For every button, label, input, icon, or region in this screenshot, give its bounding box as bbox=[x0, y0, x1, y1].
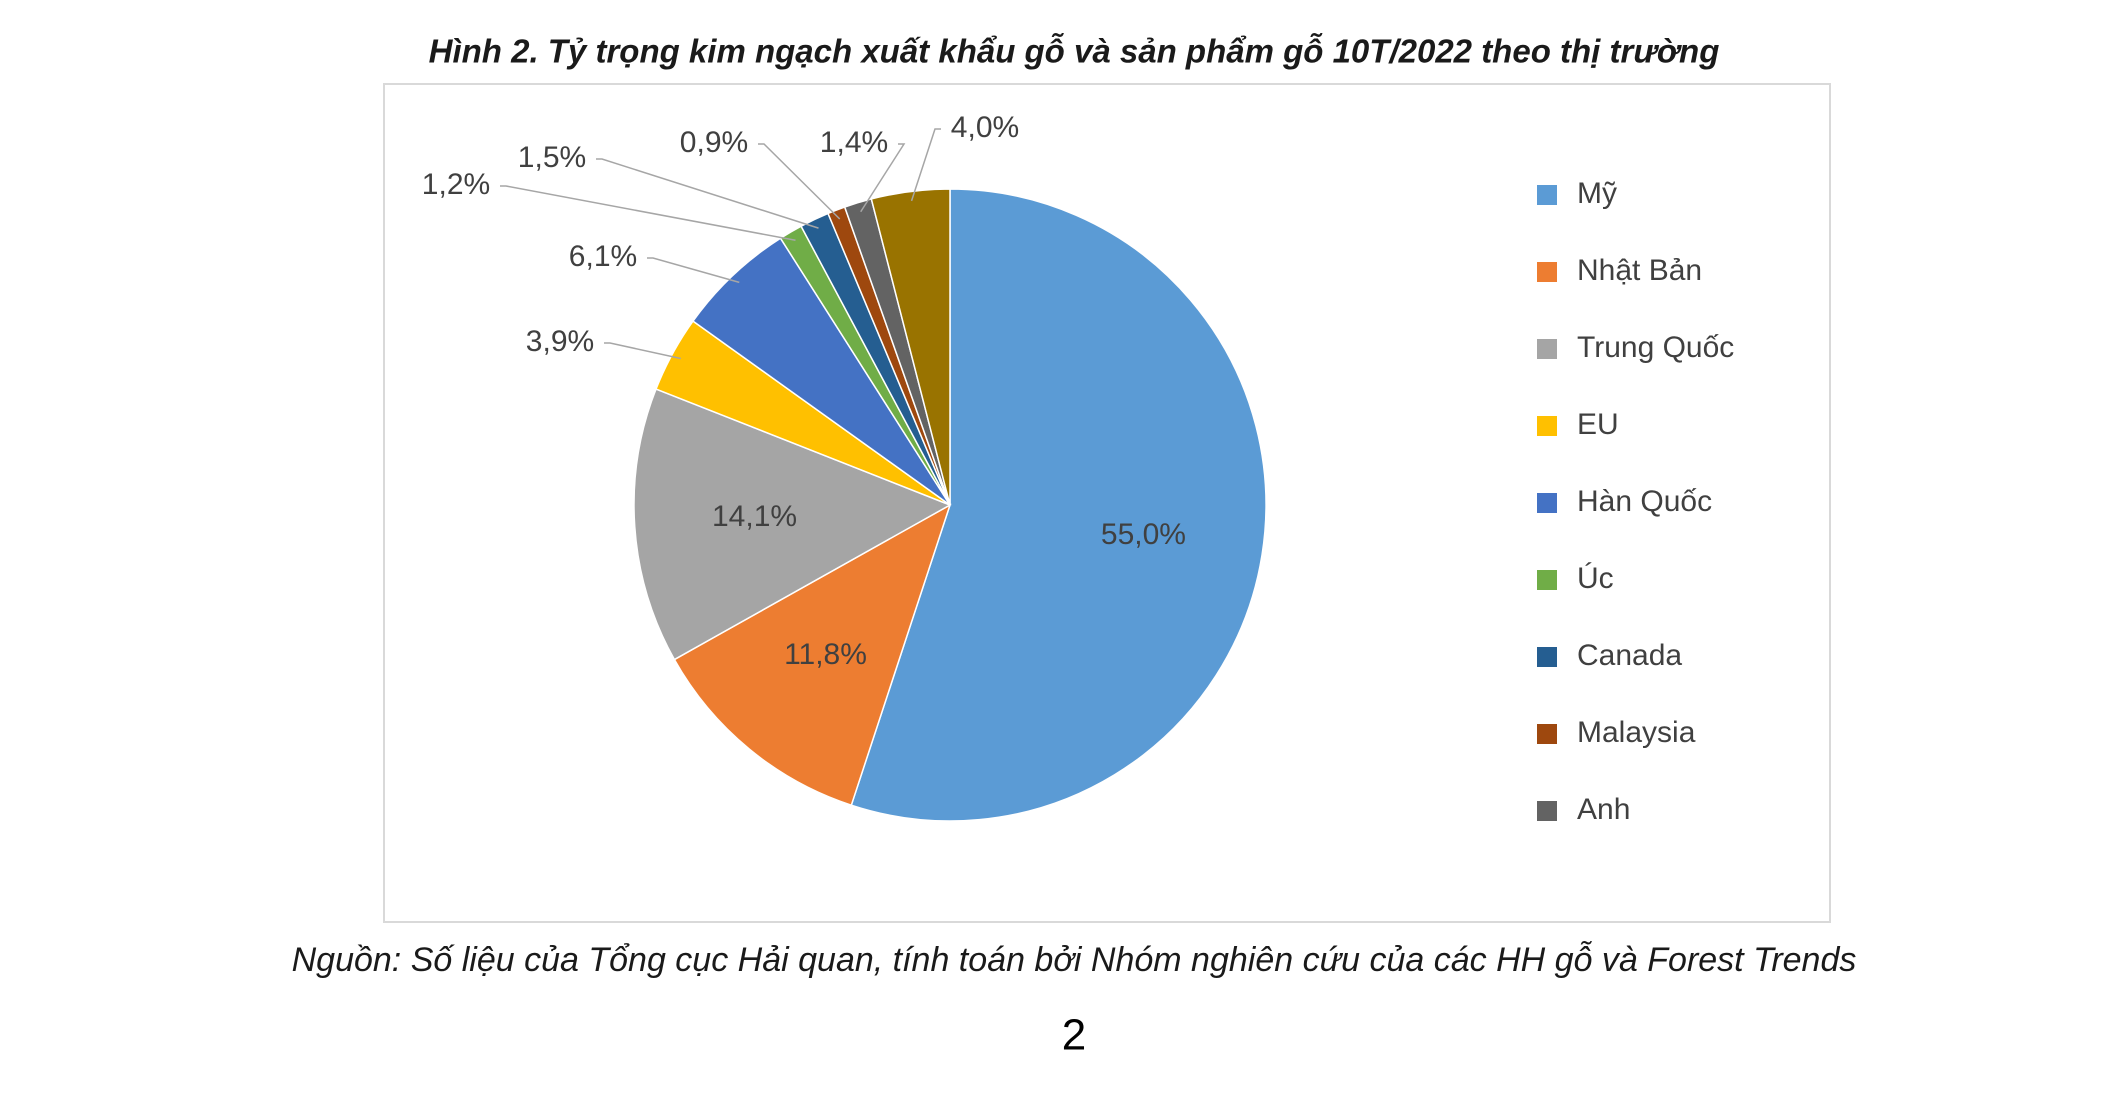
data-label: 55,0% bbox=[1101, 518, 1186, 551]
pie-slice bbox=[850, 188, 1267, 822]
data-label: 1,5% bbox=[518, 141, 586, 174]
legend-label: Mỹ bbox=[1577, 177, 1617, 210]
pie-slice bbox=[633, 388, 952, 661]
legend-label: Úc bbox=[1577, 562, 1614, 595]
legend-swatch bbox=[1537, 416, 1557, 436]
leader-line bbox=[500, 185, 796, 242]
data-label: 0,9% bbox=[680, 126, 748, 159]
legend-label: Hàn Quốc bbox=[1577, 485, 1712, 518]
legend-swatch bbox=[1537, 262, 1557, 282]
legend-swatch bbox=[1537, 493, 1557, 513]
chart-title: Hình 2. Tỷ trọng kim ngạch xuất khẩu gỗ … bbox=[429, 33, 1720, 70]
legend-label: Nhật Bản bbox=[1577, 254, 1702, 287]
leader-line bbox=[860, 143, 906, 213]
data-label: 1,4% bbox=[820, 126, 888, 159]
legend-swatch bbox=[1537, 339, 1557, 359]
legend-label: Anh bbox=[1577, 793, 1630, 826]
pie-slice bbox=[870, 188, 951, 506]
legend-swatch bbox=[1537, 724, 1557, 744]
pie-slice bbox=[673, 503, 952, 807]
leader-line bbox=[910, 128, 941, 202]
data-label: 14,1% bbox=[712, 500, 797, 533]
leader-line bbox=[647, 257, 740, 284]
legend-swatch bbox=[1537, 185, 1557, 205]
data-label: 11,8% bbox=[784, 638, 867, 671]
leader-line bbox=[596, 158, 819, 229]
legend-swatch bbox=[1537, 570, 1557, 590]
data-label: 3,9% bbox=[526, 325, 594, 358]
data-label: 4,0% bbox=[951, 111, 1019, 144]
source-note: Nguồn: Số liệu của Tổng cục Hải quan, tí… bbox=[292, 941, 1857, 979]
pie-slice bbox=[691, 237, 951, 506]
legend-label: Canada bbox=[1577, 639, 1682, 672]
leader-line bbox=[758, 143, 841, 220]
leader-line bbox=[604, 342, 681, 360]
legend-label: Malaysia bbox=[1577, 716, 1696, 749]
legend-swatch bbox=[1537, 647, 1557, 667]
data-label: 1,2% bbox=[422, 168, 490, 201]
legend-swatch bbox=[1537, 801, 1557, 821]
page-number: 2 bbox=[1062, 1011, 1086, 1060]
data-label: 6,1% bbox=[569, 240, 637, 273]
legend-label: Trung Quốc bbox=[1577, 331, 1734, 364]
legend-label: EU bbox=[1577, 408, 1619, 441]
